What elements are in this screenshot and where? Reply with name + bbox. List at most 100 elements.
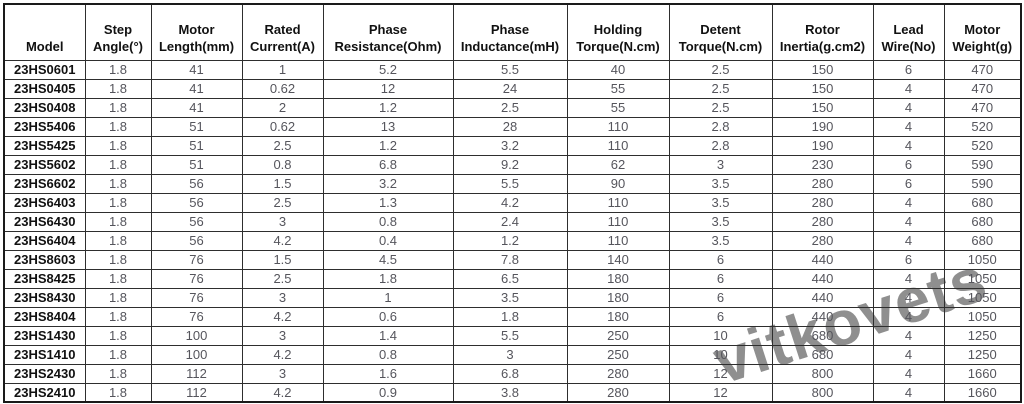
table-cell: 56 [150, 230, 243, 251]
model-cell: 23HS5602 [3, 154, 86, 175]
table-row: 23HS2430 1.8 112 3 1.6 6.8 280 12 800 4 1660 [3, 363, 1022, 384]
table-cell: 3.5 [668, 230, 773, 251]
table-cell: 5.5 [452, 59, 568, 80]
column-header: Motor Length(mm) [150, 3, 243, 61]
table-cell: 6 [668, 287, 773, 308]
table-cell: 1050 [943, 306, 1022, 327]
table-cell: 1.8 [84, 363, 152, 384]
model-cell: 23HS8603 [3, 249, 86, 270]
table-cell: 110 [566, 116, 670, 137]
table-cell: 3.5 [668, 192, 773, 213]
table-cell: 180 [566, 306, 670, 327]
table-cell: 440 [771, 249, 874, 270]
table-cell: 190 [771, 116, 874, 137]
table-cell: 2.8 [668, 116, 773, 137]
table-cell: 280 [771, 211, 874, 232]
table-cell: 180 [566, 268, 670, 289]
table-cell: 0.9 [322, 382, 454, 403]
table-cell: 0.8 [322, 211, 454, 232]
table-cell: 55 [566, 97, 670, 118]
table-cell: 90 [566, 173, 670, 194]
table-cell: 4.2 [241, 230, 324, 251]
table-row: 23HS0408 1.8 41 2 1.2 2.5 55 2.5 150 4 470 [3, 97, 1022, 118]
table-cell: 0.62 [241, 78, 324, 99]
table-row: 23HS5602 1.8 51 0.8 6.8 9.2 62 3 230 6 590 [3, 154, 1022, 175]
table-cell: 1.5 [241, 173, 324, 194]
table-row: 23HS2410 1.8 112 4.2 0.9 3.8 280 12 800 4 1660 [3, 382, 1022, 403]
table-cell: 1250 [943, 344, 1022, 365]
column-header: Detent Torque(N.cm) [668, 3, 773, 61]
table-cell: 28 [452, 116, 568, 137]
table-cell: 7.8 [452, 249, 568, 270]
table-row: 23HS1430 1.8 100 3 1.4 5.5 250 10 680 4 1250 [3, 325, 1022, 346]
table-cell: 1050 [943, 287, 1022, 308]
table-cell: 4 [872, 97, 945, 118]
model-cell: 23HS8430 [3, 287, 86, 308]
table-cell: 12 [322, 78, 454, 99]
table-cell: 1.8 [84, 344, 152, 365]
table-cell: 470 [943, 97, 1022, 118]
model-cell: 23HS2430 [3, 363, 86, 384]
table-cell: 1.8 [84, 59, 152, 80]
table-cell: 1.8 [84, 173, 152, 194]
table-cell: 1.8 [84, 116, 152, 137]
table-cell: 590 [943, 154, 1022, 175]
table-cell: 3.2 [322, 173, 454, 194]
table-cell: 1.8 [84, 230, 152, 251]
table-cell: 3.5 [452, 287, 568, 308]
table-cell: 6.8 [322, 154, 454, 175]
column-header: Rated Current(A) [241, 3, 324, 61]
table-cell: 1.8 [84, 268, 152, 289]
column-header: Model [3, 3, 86, 61]
table-cell: 110 [566, 211, 670, 232]
table-cell: 590 [943, 173, 1022, 194]
table-cell: 2.5 [452, 97, 568, 118]
table-cell: 800 [771, 382, 874, 403]
table-cell: 3 [241, 211, 324, 232]
table-cell: 680 [943, 211, 1022, 232]
table-row: 23HS6430 1.8 56 3 0.8 2.4 110 3.5 280 4 680 [3, 211, 1022, 232]
model-cell: 23HS0408 [3, 97, 86, 118]
table-cell: 250 [566, 344, 670, 365]
table-cell: 4 [872, 287, 945, 308]
table-cell: 6.8 [452, 363, 568, 384]
table-cell: 470 [943, 59, 1022, 80]
table-cell: 1.8 [84, 325, 152, 346]
table-cell: 680 [943, 192, 1022, 213]
table-cell: 1.8 [452, 306, 568, 327]
table-cell: 4 [872, 211, 945, 232]
table-cell: 4 [872, 192, 945, 213]
table-cell: 190 [771, 135, 874, 156]
table-cell: 1050 [943, 249, 1022, 270]
table-cell: 1.8 [322, 268, 454, 289]
table-cell: 100 [150, 325, 243, 346]
table-cell: 112 [150, 382, 243, 403]
table-cell: 76 [150, 268, 243, 289]
table-cell: 4 [872, 135, 945, 156]
table-row: 23HS1410 1.8 100 4.2 0.8 3 250 10 680 4 1250 [3, 344, 1022, 365]
table-cell: 280 [566, 363, 670, 384]
table-cell: 0.6 [322, 306, 454, 327]
model-cell: 23HS1430 [3, 325, 86, 346]
table-cell: 100 [150, 344, 243, 365]
table-cell: 2.4 [452, 211, 568, 232]
table-cell: 3.8 [452, 382, 568, 403]
table-cell: 6.5 [452, 268, 568, 289]
model-cell: 23HS6404 [3, 230, 86, 251]
table-cell: 1.8 [84, 382, 152, 403]
table-cell: 13 [322, 116, 454, 137]
table-cell: 1.8 [84, 249, 152, 270]
table-row: 23HS6602 1.8 56 1.5 3.2 5.5 90 3.5 280 6 590 [3, 173, 1022, 194]
table-cell: 520 [943, 116, 1022, 137]
table-cell: 0.62 [241, 116, 324, 137]
column-header: Step Angle(°) [84, 3, 152, 61]
table-cell: 56 [150, 211, 243, 232]
table-cell: 2.5 [241, 268, 324, 289]
table-cell: 6 [668, 249, 773, 270]
table-cell: 4.5 [322, 249, 454, 270]
table-cell: 150 [771, 59, 874, 80]
table-cell: 680 [943, 230, 1022, 251]
table-cell: 9.2 [452, 154, 568, 175]
table-row: 23HS8404 1.8 76 4.2 0.6 1.8 180 6 440 4 1050 [3, 306, 1022, 327]
model-cell: 23HS0601 [3, 59, 86, 80]
